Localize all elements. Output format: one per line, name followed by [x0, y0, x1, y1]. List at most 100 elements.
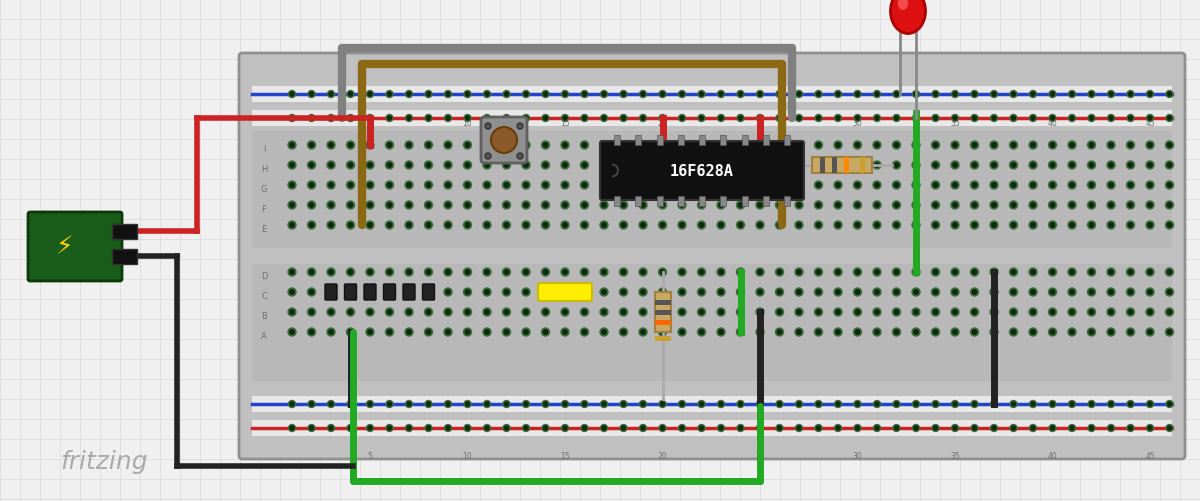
FancyBboxPatch shape — [403, 285, 415, 301]
Circle shape — [1148, 402, 1152, 406]
Circle shape — [931, 309, 940, 316]
Circle shape — [894, 163, 899, 168]
Circle shape — [856, 143, 859, 148]
Circle shape — [307, 289, 316, 297]
Circle shape — [544, 310, 547, 315]
Circle shape — [388, 310, 391, 315]
Circle shape — [600, 221, 608, 229]
Circle shape — [522, 142, 530, 150]
Circle shape — [307, 162, 316, 170]
Circle shape — [522, 425, 529, 432]
Circle shape — [1090, 290, 1093, 295]
Circle shape — [503, 425, 510, 432]
Circle shape — [1168, 183, 1171, 188]
Circle shape — [931, 142, 940, 150]
Circle shape — [385, 162, 394, 170]
Circle shape — [680, 93, 684, 97]
Circle shape — [581, 328, 588, 336]
Circle shape — [563, 402, 568, 406]
Circle shape — [778, 310, 781, 315]
Text: G: G — [260, 185, 268, 194]
Circle shape — [466, 330, 469, 335]
Circle shape — [1127, 289, 1134, 297]
Circle shape — [329, 270, 334, 275]
Circle shape — [484, 425, 491, 432]
Circle shape — [778, 163, 781, 168]
Circle shape — [737, 201, 744, 209]
Circle shape — [1109, 163, 1114, 168]
Circle shape — [894, 93, 899, 97]
Circle shape — [700, 330, 703, 335]
Circle shape — [368, 402, 372, 406]
Circle shape — [778, 402, 781, 406]
Circle shape — [310, 223, 313, 228]
Circle shape — [484, 142, 491, 150]
Circle shape — [1030, 401, 1037, 408]
Circle shape — [504, 223, 509, 228]
Circle shape — [874, 269, 881, 277]
Circle shape — [1128, 223, 1133, 228]
Circle shape — [1050, 143, 1055, 148]
Circle shape — [756, 221, 764, 229]
Circle shape — [310, 117, 313, 121]
Circle shape — [1031, 223, 1036, 228]
Circle shape — [992, 93, 996, 97]
Circle shape — [932, 115, 940, 122]
Circle shape — [1166, 115, 1174, 122]
Circle shape — [307, 182, 316, 189]
Circle shape — [563, 270, 568, 275]
Circle shape — [329, 183, 334, 188]
Circle shape — [388, 93, 391, 97]
Circle shape — [541, 221, 550, 229]
Circle shape — [406, 425, 413, 432]
Circle shape — [1146, 269, 1154, 277]
Circle shape — [719, 223, 724, 228]
Circle shape — [680, 163, 684, 168]
Circle shape — [329, 330, 334, 335]
Circle shape — [853, 221, 862, 229]
Circle shape — [582, 290, 587, 295]
Circle shape — [444, 182, 452, 189]
Circle shape — [853, 328, 862, 336]
Text: I: I — [263, 145, 265, 154]
Circle shape — [953, 203, 958, 208]
Circle shape — [542, 425, 550, 432]
Circle shape — [426, 93, 431, 97]
Circle shape — [1109, 270, 1114, 275]
Circle shape — [522, 309, 530, 316]
Circle shape — [894, 330, 899, 335]
Circle shape — [522, 162, 530, 170]
Circle shape — [1070, 290, 1074, 295]
Circle shape — [640, 401, 647, 408]
Circle shape — [310, 330, 313, 335]
Circle shape — [1031, 310, 1036, 315]
Circle shape — [834, 328, 842, 336]
Circle shape — [602, 203, 606, 208]
Circle shape — [659, 401, 666, 408]
Circle shape — [444, 328, 452, 336]
Circle shape — [385, 328, 394, 336]
Circle shape — [524, 117, 528, 121]
Text: 10: 10 — [463, 119, 473, 128]
Circle shape — [1147, 143, 1152, 148]
Circle shape — [912, 115, 919, 122]
Circle shape — [368, 183, 372, 188]
Circle shape — [758, 310, 762, 315]
Circle shape — [1050, 203, 1055, 208]
Circle shape — [544, 426, 547, 430]
Circle shape — [466, 117, 469, 121]
Circle shape — [406, 221, 413, 229]
Circle shape — [1146, 328, 1154, 336]
Circle shape — [348, 117, 353, 121]
Circle shape — [504, 143, 509, 148]
Circle shape — [1070, 310, 1074, 315]
Circle shape — [582, 183, 587, 188]
Circle shape — [288, 91, 295, 98]
Circle shape — [307, 309, 316, 316]
Circle shape — [1127, 115, 1134, 122]
Circle shape — [1050, 310, 1055, 315]
Circle shape — [485, 154, 491, 160]
Circle shape — [581, 221, 588, 229]
Circle shape — [466, 402, 469, 406]
Circle shape — [426, 402, 431, 406]
